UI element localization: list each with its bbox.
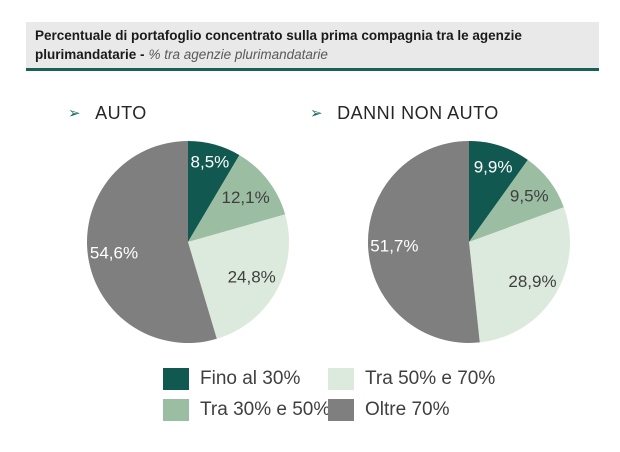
page-title: Percentuale di portafoglio concentrato s… bbox=[35, 28, 522, 62]
legend-item: Tra 50% e 70% bbox=[328, 368, 496, 390]
pie-slice bbox=[87, 141, 217, 343]
legend-item: Tra 30% e 50% bbox=[163, 399, 331, 421]
legend-label: Fino al 30% bbox=[200, 368, 301, 389]
legend-swatch-fino-al-30 bbox=[163, 368, 189, 390]
title-bar: Percentuale di portafoglio concentrato s… bbox=[26, 22, 599, 71]
pie-slice bbox=[188, 141, 240, 242]
pie-slice-label: 28,9% bbox=[508, 272, 556, 291]
legend-swatch-tra-30-e-50 bbox=[163, 399, 189, 421]
page-subtitle: % tra agenzie plurimandatarie bbox=[148, 47, 328, 62]
pie-slice-label: 24,8% bbox=[228, 268, 276, 287]
pie-chart-auto: 8,5% 12,1% 24,8% 54,6% bbox=[87, 141, 289, 343]
section-header-auto: ➢ AUTO bbox=[68, 103, 147, 124]
legend-label: Tra 50% e 70% bbox=[365, 368, 496, 389]
pie-slice-label: 12,1% bbox=[221, 188, 269, 207]
legend-item: Fino al 30% bbox=[163, 368, 328, 390]
pie-slice-label: 9,9% bbox=[474, 158, 513, 177]
pie-slice bbox=[469, 159, 564, 242]
pie-slice bbox=[367, 140, 480, 343]
pie-slice bbox=[188, 214, 289, 339]
legend-label: Tra 30% e 50% bbox=[200, 399, 331, 420]
section-header-auto-label: AUTO bbox=[95, 103, 147, 123]
pie-slice-label: 8,5% bbox=[191, 153, 230, 172]
pie-slice bbox=[469, 207, 570, 343]
section-header-danni-label: DANNI NON AUTO bbox=[337, 103, 499, 123]
arrow-bullet-icon: ➢ bbox=[68, 105, 82, 122]
legend-item: Oltre 70% bbox=[328, 399, 493, 421]
pie-slice-label: 54,6% bbox=[90, 243, 138, 262]
pie-slice bbox=[188, 155, 286, 242]
chart-legend: Fino al 30% Tra 50% e 70% Tra 30% e 50% … bbox=[163, 368, 496, 421]
pie-slice-label: 9,5% bbox=[510, 187, 549, 206]
pie-chart-danni-non-auto: 9,9% 9,5% 28,9% 51,7% bbox=[367, 140, 570, 343]
legend-swatch-tra-50-e-70 bbox=[328, 368, 354, 390]
legend-swatch-oltre-70 bbox=[328, 399, 354, 421]
legend-label: Oltre 70% bbox=[365, 399, 450, 420]
arrow-bullet-icon: ➢ bbox=[310, 105, 324, 122]
pie-slice bbox=[469, 141, 528, 242]
pie-slice-label: 51,7% bbox=[370, 237, 418, 256]
section-header-danni-non-auto: ➢ DANNI NON AUTO bbox=[310, 103, 499, 124]
